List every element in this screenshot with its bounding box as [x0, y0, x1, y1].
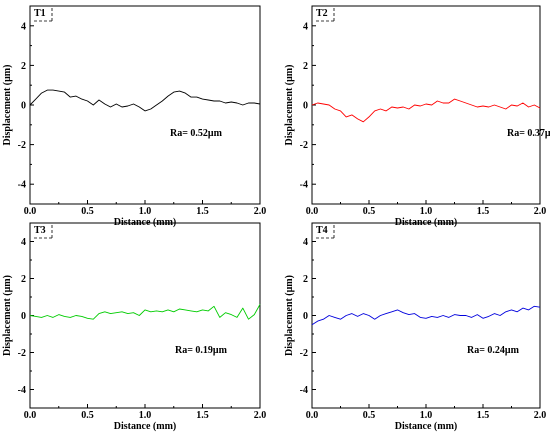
y-axis-label: Displacement (μm) — [284, 275, 295, 356]
panel-label: T4 — [316, 225, 328, 236]
y-tick-label: -4 — [18, 180, 26, 191]
x-tick-label: 1.0 — [420, 410, 433, 421]
x-tick-label: 1.0 — [420, 206, 433, 217]
y-tick-label: 0 — [21, 101, 26, 112]
y-tick-label: 0 — [21, 311, 26, 322]
x-tick-label: 0.0 — [306, 410, 319, 421]
plot-frame — [29, 5, 261, 205]
x-tick-label: 0.0 — [24, 410, 37, 421]
y-axis-label: Displacement (μm) — [2, 65, 13, 146]
profile-line — [29, 304, 261, 320]
y-tick-label: 4 — [303, 237, 308, 248]
panel-label: T2 — [316, 8, 328, 19]
plot-frame — [311, 5, 541, 205]
x-tick-label: 0.0 — [24, 206, 37, 217]
x-tick-label: 0.5 — [81, 206, 94, 217]
y-tick-label: 4 — [303, 21, 308, 32]
roughness-annotation: Ra= 0.24μm — [467, 345, 520, 356]
x-tick-label: 1.5 — [477, 410, 490, 421]
y-tick-label: 4 — [21, 21, 26, 32]
x-tick-label: 0.0 — [306, 206, 319, 217]
y-tick-label: -2 — [18, 140, 26, 151]
x-tick-label: 1.5 — [196, 410, 209, 421]
x-tick-label: 2.0 — [254, 410, 267, 421]
chart-panel-3: T3 0.0 0.5 1.0 1.5 2.0 4 2 0 -2 -4 Distance (mm) Dis… — [2, 222, 267, 432]
y-tick-label: -2 — [300, 140, 308, 151]
y-tick-label: 2 — [303, 61, 308, 72]
profile-line — [29, 89, 261, 112]
y-tick-label: -2 — [300, 348, 308, 359]
y-tick-label: 2 — [303, 274, 308, 285]
y-tick-label: 4 — [21, 237, 26, 248]
y-axis-label: Displacement (μm) — [2, 275, 13, 356]
x-tick-label: 0.5 — [363, 206, 376, 217]
panel-label: T3 — [34, 225, 46, 236]
x-tick-label: 1.0 — [139, 206, 152, 217]
x-tick-label: 1.5 — [196, 206, 209, 217]
y-tick-label: -2 — [18, 348, 26, 359]
y-tick-label: -4 — [18, 385, 26, 396]
profile-line — [311, 98, 541, 123]
x-tick-label: 2.0 — [534, 410, 547, 421]
x-tick-label: 2.0 — [534, 206, 547, 217]
y-tick-label: 0 — [303, 101, 308, 112]
roughness-annotation: Ra= 0.19μm — [175, 345, 228, 356]
y-axis-label: Displacement (μm) — [284, 65, 295, 146]
profile-line — [311, 305, 541, 326]
x-tick-label: 2.0 — [254, 206, 267, 217]
x-tick-label: 1.5 — [477, 206, 490, 217]
y-tick-label: -4 — [300, 385, 308, 396]
x-tick-label: 0.5 — [363, 410, 376, 421]
x-tick-label: 0.5 — [81, 410, 94, 421]
x-tick-label: 1.0 — [139, 410, 152, 421]
y-tick-label: 0 — [303, 311, 308, 322]
plot-frame — [29, 222, 261, 409]
panel-label: T1 — [34, 8, 46, 19]
roughness-annotation: Ra= 0.52μm — [170, 128, 223, 139]
x-axis-label: Distance (mm) — [114, 421, 176, 432]
y-tick-label: -4 — [300, 180, 308, 191]
chart-panel-4: T4 0.0 0.5 1.0 1.5 2.0 4 2 0 -2 -4 Distance (mm) Dis… — [284, 222, 547, 432]
y-tick-label: 2 — [21, 274, 26, 285]
roughness-annotation: Ra= 0.37μm — [507, 128, 550, 139]
y-tick-label: 2 — [21, 61, 26, 72]
x-axis-label: Distance (mm) — [395, 421, 457, 432]
